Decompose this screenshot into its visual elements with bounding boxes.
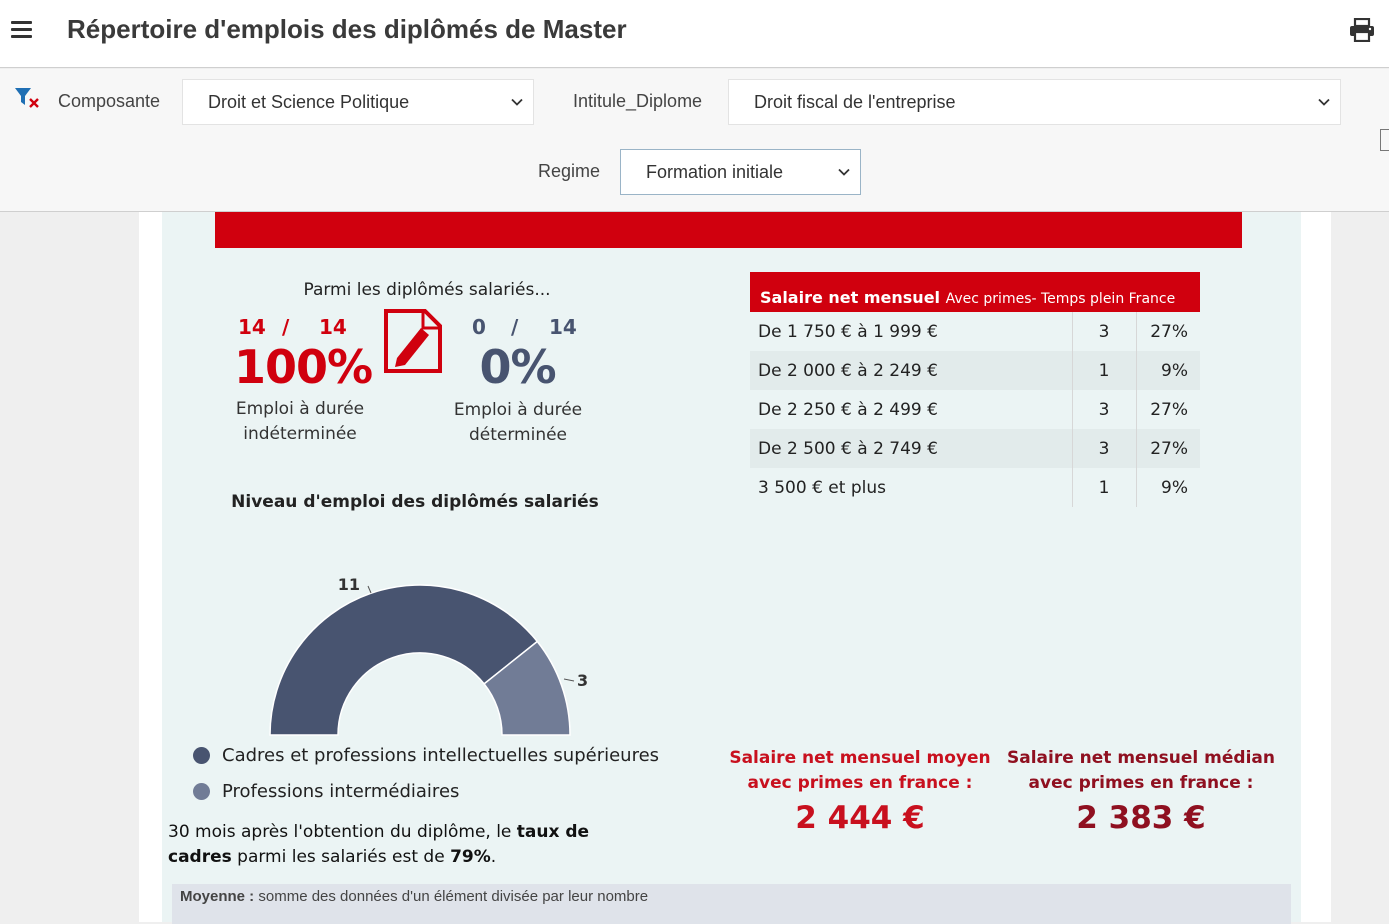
intitule-diplome-select[interactable]: Droit fiscal de l'entreprise <box>728 79 1341 125</box>
legend-label: Cadres et professions intellectuelles su… <box>222 745 660 766</box>
note-text: parmi les salariés <box>231 847 393 867</box>
median-salary-title: Salaire net mensuel médian avec primes e… <box>1005 746 1277 796</box>
cdi-count: 14 <box>238 315 266 339</box>
composante-value: Droit et Science Politique <box>208 91 410 112</box>
employment-level-heading: Niveau d'emploi des diplômés salariés <box>231 492 599 512</box>
cdi-separator: / <box>282 315 290 339</box>
salary-range-cell: De 2 250 € à 2 499 € <box>750 390 1073 429</box>
count-cell: 1 <box>1072 351 1137 390</box>
salary-range-cell: De 2 500 € à 2 749 € <box>750 429 1073 468</box>
cadres-rate-value: 79% <box>450 847 491 867</box>
salary-distribution-table: Salaire net mensuel Avec primes- Temps p… <box>750 272 1200 507</box>
cdd-count: 0 <box>472 315 486 339</box>
employment-level-chart: 11 3 <box>269 575 588 736</box>
top-bar: Répertoire d'emplois des diplômés de Mas… <box>0 0 1389 68</box>
cdi-label-line1: Emploi à durée <box>235 399 365 419</box>
regime-value: Formation initiale <box>646 161 784 182</box>
salary-range-cell: 3 500 € et plus <box>750 468 1073 507</box>
percent-cell: 27% <box>1136 390 1200 429</box>
table-row: De 2 500 € à 2 749 €3 27% <box>750 429 1200 468</box>
cdd-separator: / <box>511 315 519 339</box>
cdd-label: Emploi à durée déterminée <box>432 398 604 448</box>
cadres-rate-note: 30 mois après l'obtention du diplôme, le… <box>168 820 628 870</box>
salary-table-title-small: Avec primes- Temps plein France <box>945 290 1176 307</box>
legend-label: Professions intermédiaires <box>222 781 460 802</box>
cdi-label-line2: indéterminée <box>243 424 357 444</box>
definition-text: somme des données d'un élément divisée p… <box>254 888 649 905</box>
salary-range-cell: De 1 750 € à 1 999 € <box>750 312 1073 351</box>
mean-salary-value: 2 444 € <box>795 800 925 836</box>
definition-term: Moyenne : <box>180 888 255 905</box>
chevron-down-icon <box>838 168 850 176</box>
count-cell: 3 <box>1072 312 1137 351</box>
chevron-down-icon <box>511 98 523 106</box>
table-row: De 1 750 € à 1 999 €3 27% <box>750 312 1200 351</box>
filter-clear-icon[interactable] <box>14 86 40 110</box>
cdi-total: 14 <box>319 315 347 339</box>
printer-icon[interactable] <box>1349 18 1375 42</box>
note-text: . <box>490 847 497 867</box>
table-header-row: Salaire net mensuel Avec primes- Temps p… <box>750 272 1200 312</box>
section-header-bar <box>215 212 1242 248</box>
median-salary-value: 2 383 € <box>1076 800 1206 836</box>
table-row: De 2 250 € à 2 499 €3 27% <box>750 390 1200 429</box>
intitule-label: Intitule_Diplome <box>573 91 703 111</box>
composante-select[interactable]: Droit et Science Politique <box>182 79 534 125</box>
median-salary-title-line1: Salaire net mensuel médian <box>1006 748 1275 768</box>
cdd-label-line2: déterminée <box>468 425 568 445</box>
count-cell: 1 <box>1072 468 1137 507</box>
definitions-box: Moyenne : somme des données d'un élément… <box>172 884 1291 924</box>
chart-data-label: 11 <box>338 575 360 594</box>
percent-cell: 27% <box>1136 429 1200 468</box>
cdd-label-line1: Emploi à durée <box>453 400 583 420</box>
chart-leader-line <box>563 678 575 682</box>
intitule-value: Droit fiscal de l'entreprise <box>754 91 956 112</box>
salary-table-title: Salaire net mensuel Avec primes- Temps p… <box>750 272 1200 312</box>
mean-salary-title-line1: Salaire net mensuel moyen <box>729 748 991 768</box>
salary-range-cell: De 2 000 € à 2 249 € <box>750 351 1073 390</box>
legend-item-cadres[interactable]: Cadres et professions intellectuelles su… <box>193 745 659 766</box>
chart-slice-0[interactable] <box>269 584 539 736</box>
regime-label: Regime <box>538 161 601 181</box>
percent-cell: 9% <box>1136 351 1200 390</box>
contracts-heading: Parmi les diplômés salariés... <box>303 280 551 300</box>
percent-cell: 27% <box>1136 312 1200 351</box>
table-row: 3 500 € et plus 1 9% <box>750 468 1200 507</box>
legend-item-intermediaires[interactable]: Professions intermédiaires <box>193 781 459 802</box>
count-cell: 3 <box>1072 390 1137 429</box>
page-title: Répertoire d'emplois des diplômés de Mas… <box>67 14 627 44</box>
table-row: De 2 000 € à 2 249 €1 9% <box>750 351 1200 390</box>
contract-pen-icon <box>384 309 442 373</box>
legend-swatch <box>193 783 210 800</box>
mean-salary-title: Salaire net mensuel moyen avec primes en… <box>725 746 995 796</box>
filter-bar: Composante Droit et Science Politique In… <box>0 69 1389 212</box>
chart-slice-1[interactable] <box>483 640 571 736</box>
cdi-percent: 100% <box>233 340 373 394</box>
cdi-label: Emploi à durée indéterminée <box>215 397 385 447</box>
note-text: 30 mois après l'obtention du diplôme, le <box>168 822 517 842</box>
percent-cell: 9% <box>1136 468 1200 507</box>
legend-swatch <box>193 747 210 764</box>
composante-label: Composante <box>58 91 161 111</box>
salary-table-title-bold: Salaire net mensuel <box>760 287 941 307</box>
chart-data-label: 3 <box>577 671 588 690</box>
regime-select[interactable]: Formation initiale <box>620 149 861 195</box>
cdd-total: 14 <box>549 315 577 339</box>
note-text: est de <box>392 847 451 867</box>
expand-edge-icon[interactable] <box>1380 129 1389 151</box>
chart-leader-line <box>367 585 372 594</box>
median-salary-title-line2: avec primes en france : <box>1028 773 1254 793</box>
count-cell: 3 <box>1072 429 1137 468</box>
note-bold: taux de cadres <box>168 822 590 867</box>
mean-salary-title-line2: avec primes en france : <box>747 773 973 793</box>
cdd-percent: 0% <box>479 340 556 394</box>
hamburger-menu-icon[interactable] <box>11 21 32 39</box>
chevron-down-icon <box>1318 98 1330 106</box>
